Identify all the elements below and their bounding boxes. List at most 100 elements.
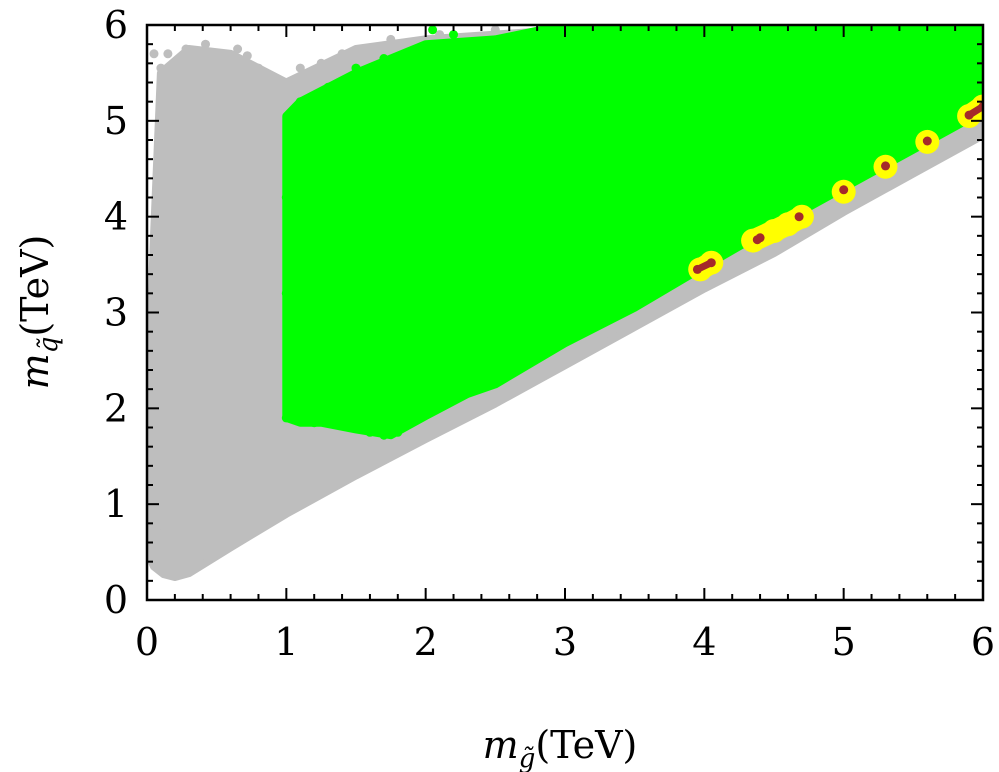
- data-point: [922, 136, 932, 146]
- data-point: [254, 63, 263, 73]
- y-tick-label: 0: [104, 578, 128, 622]
- data-point: [288, 154, 298, 164]
- data-point: [150, 480, 160, 490]
- data-point: [163, 49, 173, 59]
- y-tick-label: 6: [104, 3, 128, 47]
- plot-area: [147, 25, 983, 581]
- data-point: [284, 116, 294, 126]
- data-point: [309, 418, 319, 428]
- data-point: [365, 427, 375, 437]
- data-point: [794, 212, 804, 222]
- data-point: [316, 58, 326, 68]
- data-point: [337, 49, 347, 59]
- data-point: [152, 269, 162, 279]
- data-point: [379, 54, 389, 63]
- data-point: [219, 63, 229, 73]
- data-point: [692, 264, 702, 274]
- data-point: [490, 49, 500, 59]
- data-point: [316, 183, 326, 193]
- region-green-points: [282, 25, 983, 440]
- data-point: [414, 408, 424, 418]
- data-point: [421, 44, 431, 54]
- data-point: [407, 58, 417, 68]
- data-point: [393, 427, 403, 437]
- x-tick-label: 0: [135, 620, 159, 664]
- data-point: [351, 63, 361, 73]
- data-point: [153, 528, 163, 538]
- data-point: [386, 34, 396, 44]
- series-brown-points: [692, 102, 983, 274]
- data-point: [288, 375, 298, 385]
- data-point: [295, 97, 305, 107]
- data-point: [546, 25, 556, 35]
- data-point: [205, 106, 215, 116]
- y-tick-label: 5: [104, 99, 128, 143]
- data-point: [226, 56, 236, 66]
- data-point: [351, 421, 361, 431]
- data-point: [233, 44, 243, 54]
- y-axis-label: mq̃(TeV): [13, 235, 64, 390]
- data-point: [281, 288, 291, 298]
- axis-tick-labels: 0 1 2 3 4 5 6 0 1 2 3 4 5 6: [104, 3, 995, 664]
- data-point: [379, 430, 389, 440]
- data-point: [159, 121, 169, 131]
- data-point: [201, 39, 210, 49]
- data-point: [881, 161, 890, 171]
- y-tick-label: 1: [104, 482, 128, 526]
- axis-ticks: [146, 24, 984, 601]
- data-point: [964, 110, 974, 120]
- data-point: [240, 145, 249, 155]
- data-point: [435, 30, 445, 40]
- data-point: [181, 44, 191, 54]
- data-point: [295, 63, 305, 73]
- data-point: [476, 39, 486, 49]
- data-point: [274, 116, 284, 126]
- data-point: [155, 193, 164, 202]
- data-point: [184, 125, 194, 135]
- y-tick-label: 3: [104, 291, 128, 335]
- data-point: [358, 54, 368, 63]
- x-axis-label-symbol: m: [483, 723, 519, 767]
- y-tick-label: 4: [104, 195, 128, 239]
- data-point: [490, 25, 500, 35]
- y-axis-label-subscript: q̃: [34, 337, 64, 354]
- data-point: [209, 49, 219, 59]
- data-point: [286, 250, 295, 260]
- data-point: [173, 58, 183, 68]
- y-axis-label-symbol: m: [13, 353, 57, 389]
- data-point: [449, 30, 458, 40]
- series-green-points: [281, 25, 983, 440]
- data-point: [323, 82, 333, 92]
- data-point: [518, 30, 528, 40]
- data-point: [302, 135, 312, 145]
- x-tick-label: 2: [414, 620, 438, 664]
- x-axis-label: mg̃(TeV): [483, 723, 638, 772]
- data-point: [267, 106, 277, 116]
- data-point: [839, 185, 849, 195]
- data-point: [191, 54, 201, 63]
- x-tick-label: 4: [692, 620, 716, 664]
- data-point: [156, 346, 166, 356]
- data-point: [755, 233, 765, 243]
- data-point: [330, 415, 340, 425]
- data-point: [156, 63, 166, 73]
- x-tick-label: 3: [553, 620, 577, 664]
- data-point: [281, 413, 291, 423]
- data-point: [706, 258, 716, 268]
- data-point: [260, 87, 270, 97]
- data-point: [149, 49, 159, 59]
- data-point: [219, 135, 229, 145]
- x-tick-label: 5: [832, 620, 856, 664]
- y-axis-label-unit: (TeV): [13, 235, 57, 337]
- data-point: [284, 327, 294, 337]
- data-point: [242, 51, 252, 61]
- data-point: [428, 25, 438, 35]
- x-axis-label-unit: (TeV): [535, 723, 637, 767]
- x-tick-label: 1: [274, 620, 298, 664]
- x-axis-label-subscript: g̃: [519, 744, 536, 772]
- data-point: [170, 87, 180, 97]
- x-tick-label: 6: [971, 620, 995, 664]
- data-point: [281, 193, 291, 202]
- y-tick-label: 2: [104, 386, 128, 430]
